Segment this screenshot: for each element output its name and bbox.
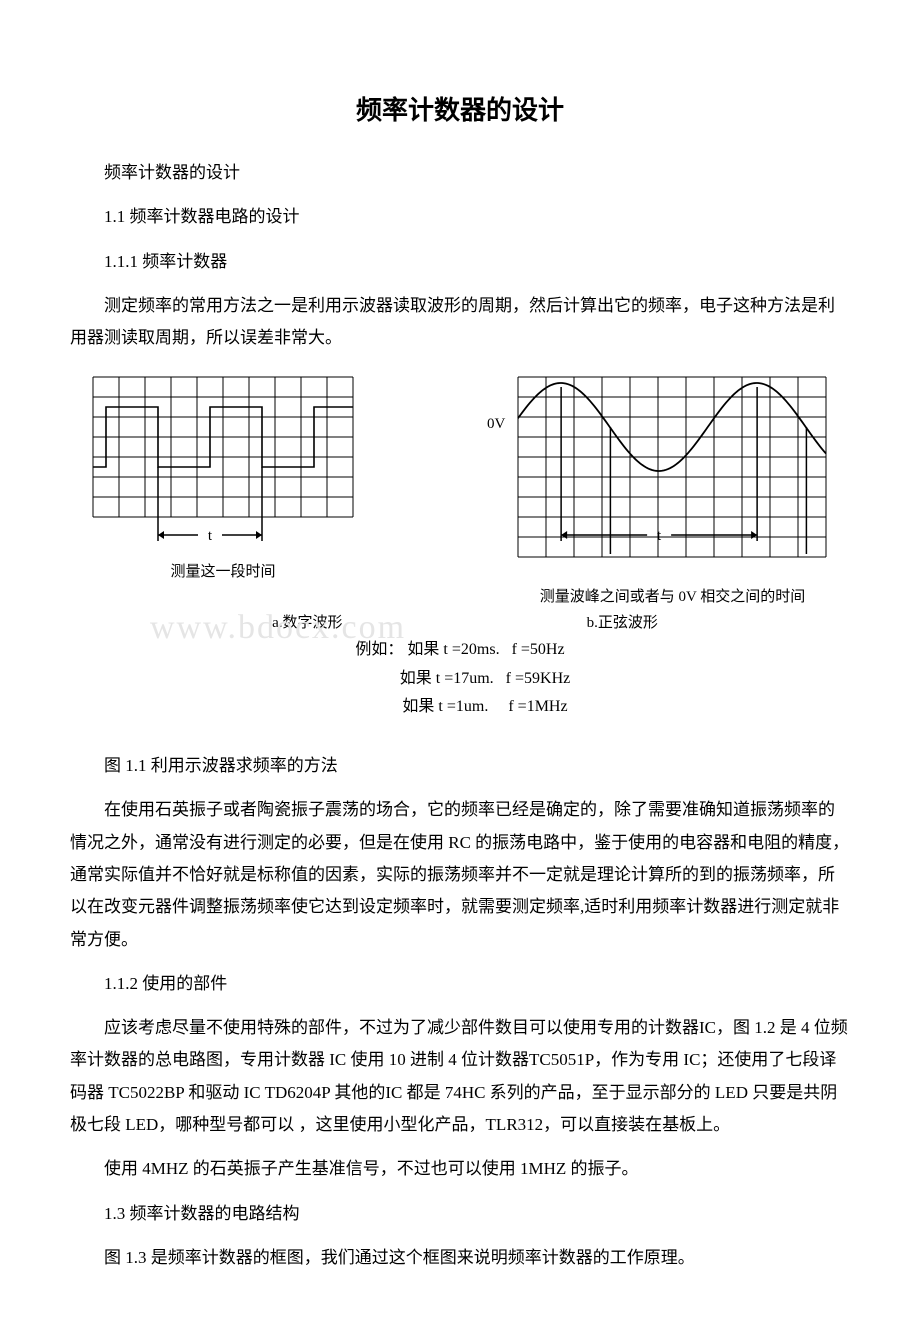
example-cond-1: 如果 t =17um.: [400, 670, 494, 687]
square-wave-block: t 测量这一段时间: [90, 374, 356, 606]
paragraph-3: 1.1.1 频率计数器: [70, 246, 850, 278]
example-line-1: 例如： 如果 t =20ms. f =50Hz: [70, 636, 850, 663]
square-under-caption: 测量这一段时间: [170, 560, 275, 581]
sine-under-caption: 测量波峰之间或者与 0V 相交之间的时间: [540, 585, 806, 606]
square-wave-svg: t: [90, 374, 356, 549]
example-line-2: 如果 t =17um. f =59KHz: [70, 665, 850, 692]
square-wave-diagram: t: [90, 374, 356, 554]
example-prefix: 例如：: [355, 641, 403, 658]
paragraph-2: 1.1 频率计数器电路的设计: [70, 201, 850, 233]
example-cond-2: 如果 t =1um.: [402, 698, 488, 715]
figure-caption: 图 1.1 利用示波器求频率的方法: [70, 750, 850, 782]
paragraph-6: 1.1.2 使用的部件: [70, 968, 850, 1000]
square-title: a.数字波形: [272, 611, 342, 632]
svg-text:t: t: [208, 528, 213, 544]
example-cond-0: 如果 t =20ms.: [407, 641, 499, 658]
paragraph-4: 测定频率的常用方法之一是利用示波器读取波形的周期，然后计算出它的频率，电子这种方…: [70, 290, 850, 355]
example-res-1: f =59KHz: [506, 670, 571, 687]
paragraph-5: 在使用石英振子或者陶瓷振子震荡的场合，它的频率已经是确定的，除了需要准确知道振荡…: [70, 794, 850, 955]
zero-volt-label: 0V: [487, 416, 505, 433]
paragraph-9: 1.3 频率计数器的电路结构: [70, 1198, 850, 1230]
example-line-3: 如果 t =1um. f =1MHz: [70, 693, 850, 720]
svg-text:t: t: [657, 528, 662, 544]
paragraph-1: 频率计数器的设计: [70, 157, 850, 189]
paragraph-10: 图 1.3 是频率计数器的框图，我们通过这个框图来说明频率计数器的工作原理。: [70, 1242, 850, 1274]
sine-wave-diagram: 0V t: [515, 374, 830, 579]
sine-wave-block: 0V t 测量波峰之间或者与 0V 相交之间的时间: [515, 374, 830, 606]
sine-title: b.正弦波形: [587, 611, 658, 632]
watermark-wrapper: a.数字波形 b.正弦波形 www.bdocx.com 例如： 如果 t =20…: [70, 611, 850, 720]
example-lines: 例如： 如果 t =20ms. f =50Hz 如果 t =17um. f =5…: [70, 636, 850, 720]
example-res-2: f =1MHz: [508, 698, 567, 715]
paragraph-7: 应该考虑尽量不使用特殊的部件，不过为了减少部件数目可以使用专用的计数器IC，图 …: [70, 1012, 850, 1141]
sine-wave-svg: t: [515, 374, 830, 574]
diagram-titles-row: a.数字波形 b.正弦波形: [70, 611, 850, 632]
example-res-0: f =50Hz: [512, 641, 565, 658]
diagrams-row: t 测量这一段时间 0V t 测量波峰之间或者与 0V 相交之间的时间: [70, 374, 850, 606]
page-title: 频率计数器的设计: [70, 90, 850, 127]
paragraph-8: 使用 4MHZ 的石英振子产生基准信号，不过也可以使用 1MHZ 的振子。: [70, 1153, 850, 1185]
